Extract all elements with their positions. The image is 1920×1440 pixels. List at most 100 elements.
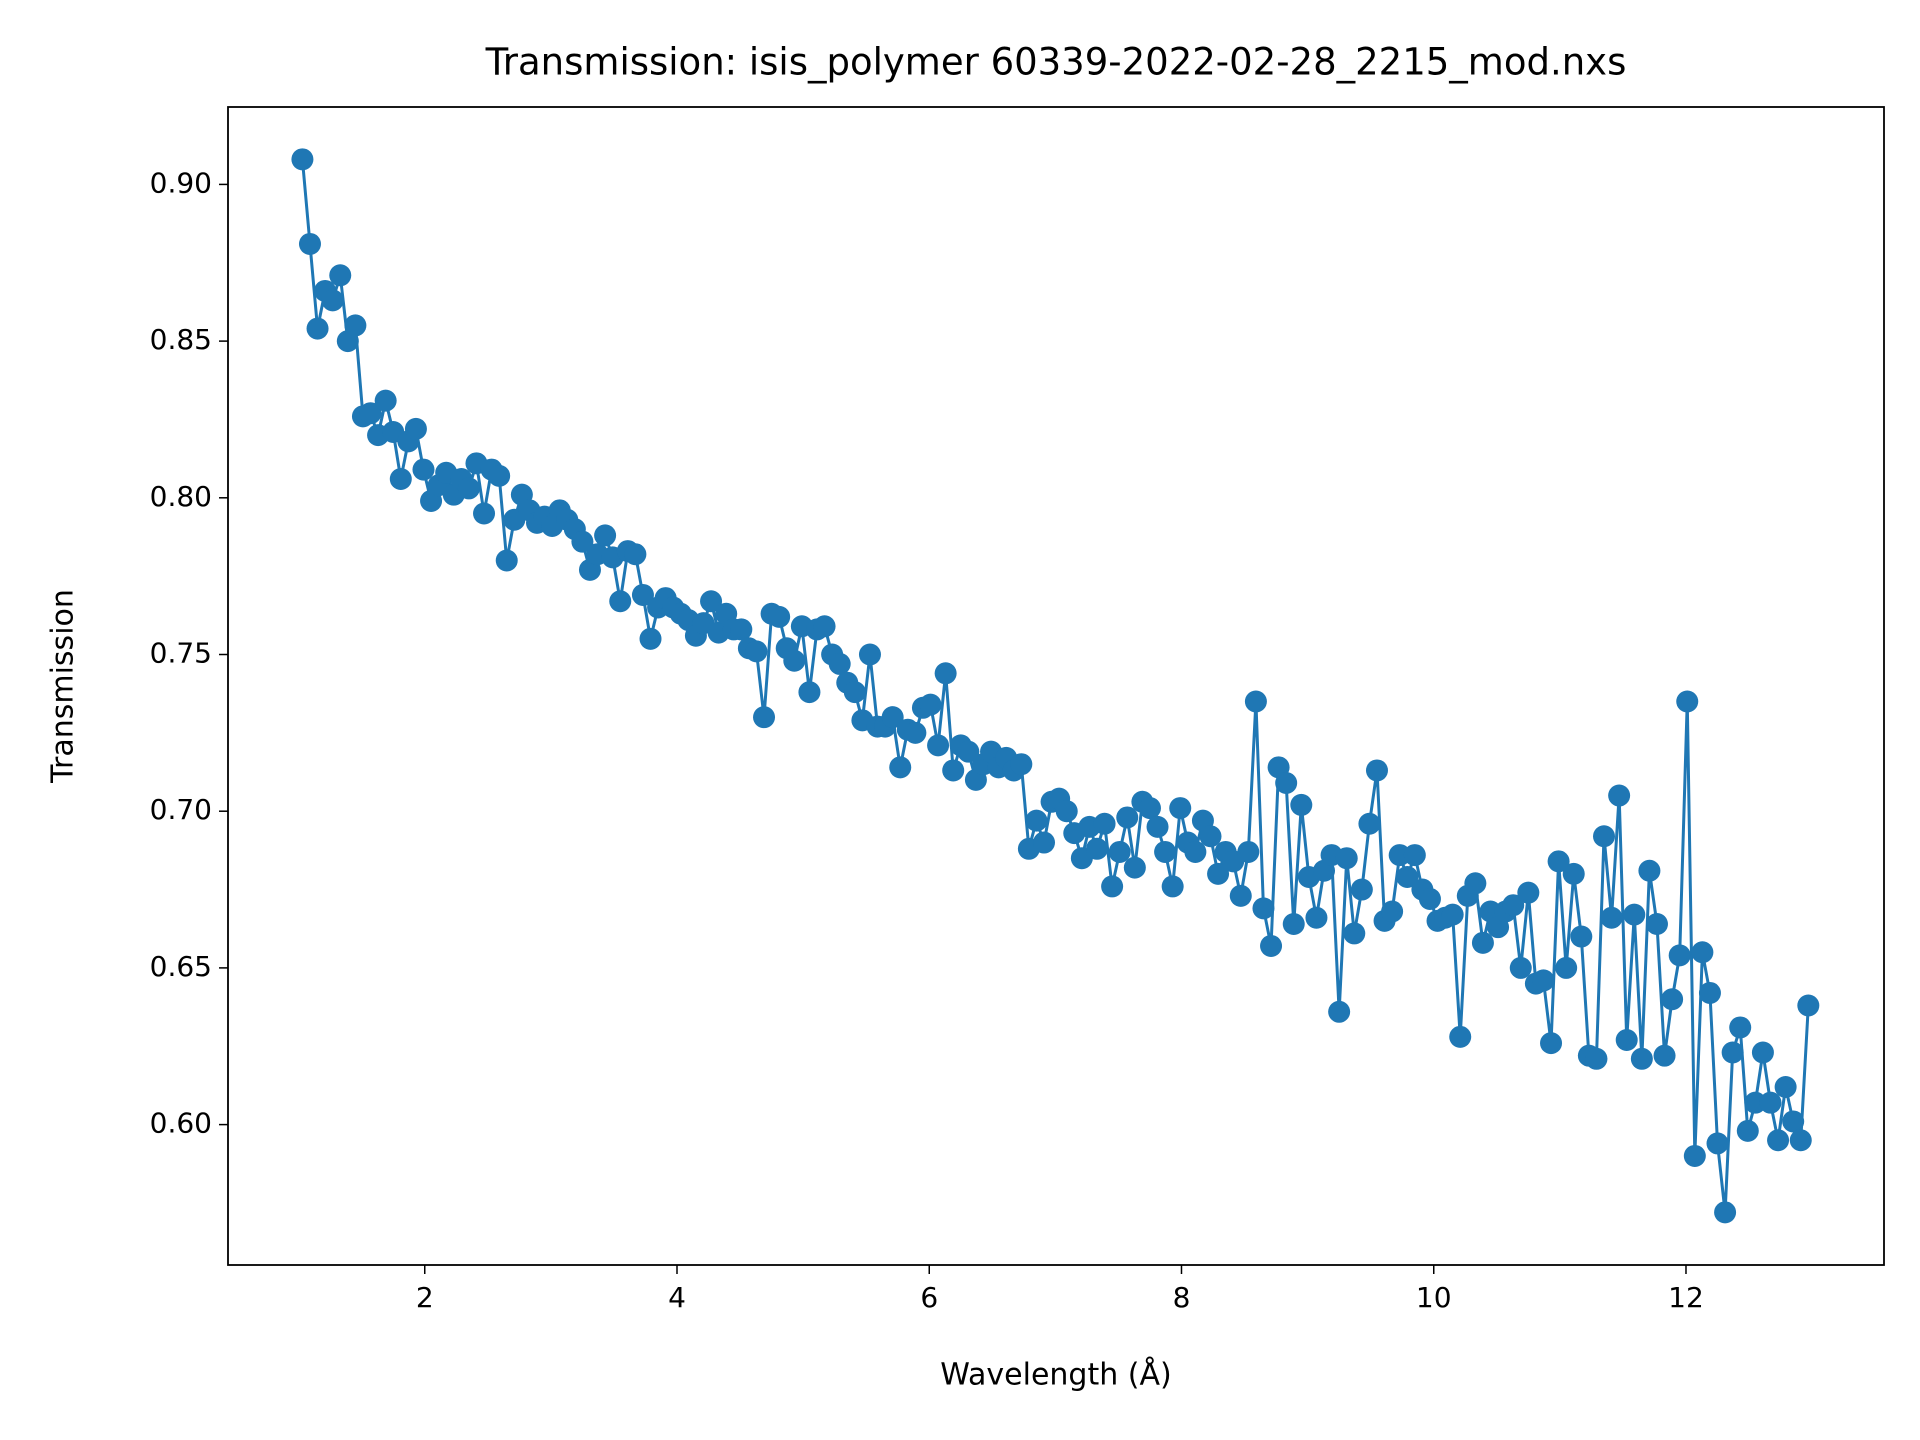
data-point	[1260, 934, 1283, 957]
data-point	[1244, 690, 1267, 713]
data-point	[1540, 1032, 1563, 1055]
data-point	[298, 232, 321, 255]
data-point	[1555, 956, 1578, 979]
data-point	[1418, 887, 1441, 910]
data-point	[1184, 840, 1207, 863]
data-point	[1774, 1075, 1797, 1098]
data-point	[1789, 1129, 1812, 1152]
data-point	[1441, 903, 1464, 926]
data-point	[927, 734, 950, 757]
x-tick-label: 2	[416, 1281, 434, 1314]
data-point	[843, 681, 866, 704]
data-point	[1532, 969, 1555, 992]
data-point	[934, 662, 957, 685]
data-point	[1653, 1044, 1676, 1067]
data-point	[329, 264, 352, 287]
data-point	[957, 740, 980, 763]
data-point	[1593, 825, 1616, 848]
data-point	[291, 148, 314, 171]
data-point	[1721, 1041, 1744, 1064]
data-point	[942, 759, 965, 782]
data-point	[571, 530, 594, 553]
data-point	[473, 502, 496, 525]
data-point	[1365, 759, 1388, 782]
x-tick-label: 12	[1668, 1281, 1704, 1314]
data-point	[1759, 1091, 1782, 1114]
data-point	[1464, 872, 1487, 895]
data-point	[495, 549, 518, 572]
data-point	[1509, 956, 1532, 979]
x-tick-label: 8	[1173, 1281, 1191, 1314]
data-point	[1638, 859, 1661, 882]
data-point	[1797, 994, 1820, 1017]
data-point	[1767, 1129, 1790, 1152]
data-point	[1343, 922, 1366, 945]
data-point	[1645, 913, 1668, 936]
data-point	[1328, 1000, 1351, 1023]
data-point	[889, 756, 912, 779]
data-point	[1608, 784, 1631, 807]
data-point	[1547, 850, 1570, 873]
data-point	[730, 618, 753, 641]
data-point	[1562, 862, 1585, 885]
data-point	[1237, 840, 1260, 863]
data-point	[1623, 903, 1646, 926]
data-point	[1116, 806, 1139, 829]
data-point	[904, 721, 927, 744]
data-point	[1691, 941, 1714, 964]
data-point	[1252, 897, 1275, 920]
data-point	[1751, 1041, 1774, 1064]
data-point	[1449, 1025, 1472, 1048]
y-tick-label: 0.65	[150, 950, 212, 983]
data-point	[1381, 900, 1404, 923]
data-point	[1161, 875, 1184, 898]
data-point	[594, 524, 617, 547]
data-point	[374, 389, 397, 412]
data-point	[1138, 797, 1161, 820]
data-point	[1010, 753, 1033, 776]
data-point	[609, 590, 632, 613]
data-point	[1661, 988, 1684, 1011]
data-point	[1101, 875, 1124, 898]
data-point	[306, 317, 329, 340]
data-point	[881, 706, 904, 729]
y-tick-label: 0.90	[150, 166, 212, 199]
data-point	[1085, 837, 1108, 860]
data-point	[1615, 1028, 1638, 1051]
data-point	[1358, 812, 1381, 835]
data-point	[1207, 862, 1230, 885]
data-point	[1108, 840, 1131, 863]
data-point	[1600, 906, 1623, 929]
data-point	[1630, 1047, 1653, 1070]
y-tick-label: 0.75	[150, 637, 212, 670]
x-tick-label: 6	[920, 1281, 938, 1314]
data-point	[828, 652, 851, 675]
data-point	[1229, 884, 1252, 907]
data-point	[1683, 1144, 1706, 1167]
data-point	[798, 681, 821, 704]
data-point	[1033, 831, 1056, 854]
data-point	[1403, 844, 1426, 867]
data-point	[488, 464, 511, 487]
data-point	[1502, 894, 1525, 917]
data-point	[359, 402, 382, 425]
data-point	[1729, 1016, 1752, 1039]
data-point	[1744, 1091, 1767, 1114]
data-point	[919, 693, 942, 716]
data-point	[1335, 847, 1358, 870]
x-tick-label: 10	[1416, 1281, 1452, 1314]
data-point	[1706, 1132, 1729, 1155]
x-tick-label: 4	[668, 1281, 686, 1314]
data-point	[1736, 1119, 1759, 1142]
data-point	[700, 590, 723, 613]
data-point	[813, 615, 836, 638]
data-point	[1570, 925, 1593, 948]
data-point	[1350, 878, 1373, 901]
data-point	[1093, 812, 1116, 835]
data-point	[1282, 913, 1305, 936]
y-tick-label: 0.85	[150, 323, 212, 356]
data-point	[1471, 931, 1494, 954]
chart-title: Transmission: isis_polymer 60339-2022-02…	[485, 41, 1627, 84]
data-point	[389, 468, 412, 491]
